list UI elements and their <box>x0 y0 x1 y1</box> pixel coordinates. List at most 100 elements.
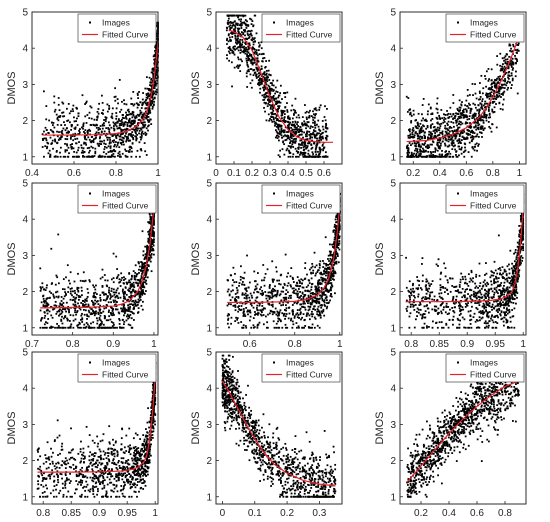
scatter-point <box>313 305 316 308</box>
scatter-point <box>225 29 228 32</box>
scatter-point <box>504 67 507 70</box>
scatter-point <box>155 49 157 52</box>
scatter-point <box>303 145 306 148</box>
scatter-point <box>447 117 450 119</box>
scatter-point <box>324 105 326 108</box>
scatter-point <box>248 54 251 57</box>
scatter-point <box>79 279 82 282</box>
scatter-point <box>506 62 509 65</box>
scatter-point <box>336 221 339 223</box>
scatter-point <box>138 103 140 106</box>
scatter-point <box>263 86 266 89</box>
scatter-point <box>312 110 314 113</box>
scatter-point <box>263 57 266 59</box>
scatter-point <box>436 134 439 137</box>
scatter-point <box>263 96 265 98</box>
scatter-point <box>86 130 89 133</box>
scatter-point <box>144 266 147 268</box>
scatter-point <box>293 123 296 126</box>
scatter-point <box>40 301 43 304</box>
scatter-point <box>251 47 254 50</box>
scatter-point <box>274 112 277 115</box>
scatter-point <box>304 302 306 305</box>
scatter-point <box>311 155 314 158</box>
scatter-point <box>258 77 261 80</box>
scatter-point <box>287 145 290 147</box>
scatter-point <box>426 113 429 116</box>
scatter-point <box>147 233 150 236</box>
scatter-point <box>508 74 511 77</box>
scatter-point <box>109 294 112 297</box>
scatter-point <box>106 103 109 106</box>
scatter-point <box>75 142 78 145</box>
scatter-point <box>324 119 327 122</box>
scatter-point <box>130 285 132 288</box>
scatter-point <box>270 87 273 90</box>
y-tick-label: 2 <box>22 287 28 298</box>
scatter-point <box>60 303 63 306</box>
scatter-point <box>311 151 314 154</box>
scatter-point <box>83 141 86 144</box>
scatter-point <box>97 131 100 134</box>
scatter-point <box>306 146 309 149</box>
scatter-point <box>114 299 117 302</box>
scatter-point <box>73 289 76 292</box>
scatter-point <box>303 131 306 134</box>
scatter-point <box>248 47 250 50</box>
scatter-point <box>419 148 421 151</box>
scatter-point <box>274 285 276 288</box>
scatter-point <box>276 125 279 127</box>
scatter-point <box>136 106 139 109</box>
scatter-point <box>261 294 264 297</box>
scatter-point <box>113 129 116 132</box>
scatter-point <box>268 85 271 88</box>
scatter-point <box>436 97 439 100</box>
scatter-point <box>121 309 124 311</box>
scatter-point <box>119 142 122 145</box>
scatter-point <box>305 127 307 130</box>
scatter-point <box>451 140 454 143</box>
scatter-point <box>251 56 254 59</box>
scatter-point <box>111 135 114 138</box>
scatter-point <box>81 294 83 297</box>
scatter-point <box>99 322 102 325</box>
scatter-point <box>412 130 415 132</box>
scatter-point <box>50 305 52 308</box>
scatter-point <box>304 104 306 106</box>
scatter-point <box>431 155 434 158</box>
scatter-point <box>155 40 158 43</box>
scatter-point <box>439 118 442 120</box>
scatter-point <box>450 115 453 118</box>
scatter-point <box>60 312 63 315</box>
scatter-point <box>272 96 274 98</box>
scatter-point <box>89 105 92 108</box>
scatter-point <box>226 314 229 317</box>
scatter-point <box>268 101 271 103</box>
scatter-point <box>147 265 150 267</box>
scatter-point <box>272 79 275 82</box>
scatter-point <box>457 126 460 129</box>
scatter-point <box>467 151 470 153</box>
scatter-point <box>130 294 133 297</box>
scatter-point <box>239 23 242 26</box>
scatter-point <box>45 105 48 107</box>
scatter-point <box>152 253 155 256</box>
scatter-point <box>313 316 316 319</box>
chart-panel-fsimc: 0.40.60.8112345FSIMcDMOSImagesFitted Cur… <box>6 8 161 194</box>
scatter-point <box>417 123 419 126</box>
scatter-point <box>310 115 313 118</box>
scatter-point <box>420 127 423 130</box>
scatter-point <box>156 91 159 94</box>
scatter-point <box>445 132 448 135</box>
scatter-point <box>152 73 155 76</box>
scatter-point <box>285 298 288 301</box>
scatter-point <box>434 149 437 151</box>
scatter-point <box>272 280 274 283</box>
scatter-point <box>128 279 131 282</box>
scatter-point <box>109 318 112 321</box>
scatter-point <box>317 155 319 158</box>
scatter-point <box>112 308 114 311</box>
scatter-point <box>108 315 110 318</box>
scatter-point <box>474 113 477 115</box>
scatter-point <box>271 84 274 86</box>
